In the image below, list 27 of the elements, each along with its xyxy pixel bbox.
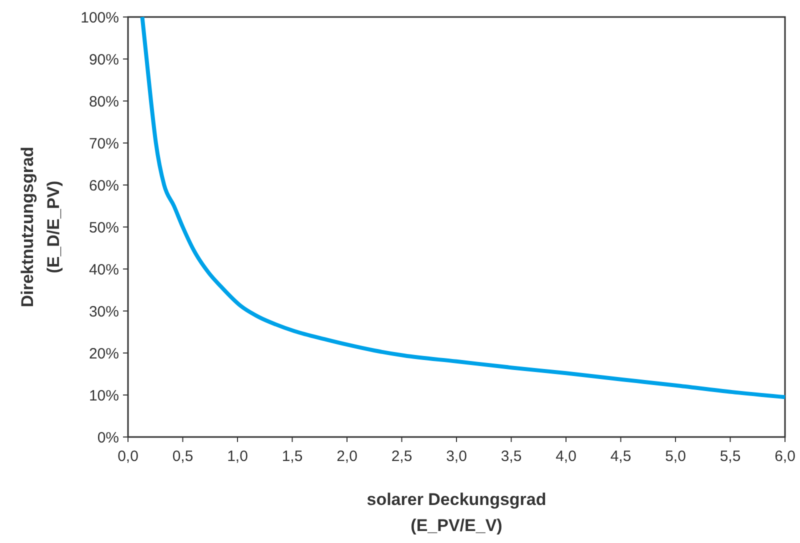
y-tick-label: 10%: [88, 387, 119, 404]
x-tick-label: 3,5: [500, 448, 522, 465]
x-tick-label: 4,0: [556, 448, 576, 465]
x-tick-label: 1,5: [282, 448, 303, 465]
x-tick-label: 2,5: [391, 448, 412, 465]
y-tick-label: 60%: [88, 177, 119, 194]
x-axis-title: solarer Deckungsgrad (E_PV/E_V): [366, 490, 546, 535]
y-tick-label: 30%: [88, 303, 119, 320]
y-tick-label: 40%: [88, 261, 119, 278]
x-tick-label: 1,0: [227, 448, 248, 465]
x-tick-label: 6,0: [774, 448, 796, 465]
x-tick-label: 3,0: [446, 448, 467, 465]
y-tick-label: 20%: [88, 345, 119, 362]
line-series: [140, 15, 787, 400]
y-tick-label: 70%: [88, 135, 119, 152]
x-tick-label: 4,5: [610, 448, 632, 465]
y-tick-label: 50%: [88, 219, 119, 236]
x-tick-label: 0,5: [172, 448, 194, 465]
y-axis-title: Direktnutzungsgrad (E_D/E_PV): [18, 146, 63, 308]
y-tick-label: 80%: [88, 93, 119, 110]
x-tick-label: 0,0: [118, 448, 138, 465]
x-tick-label: 5,0: [665, 448, 686, 465]
x-tick-label: 2,0: [336, 448, 358, 465]
x-tick-label: 5,5: [720, 448, 741, 465]
y-tick-label: 90%: [88, 51, 119, 68]
y-tick-label: 0%: [97, 429, 119, 446]
y-tick-label: 100%: [80, 9, 119, 26]
